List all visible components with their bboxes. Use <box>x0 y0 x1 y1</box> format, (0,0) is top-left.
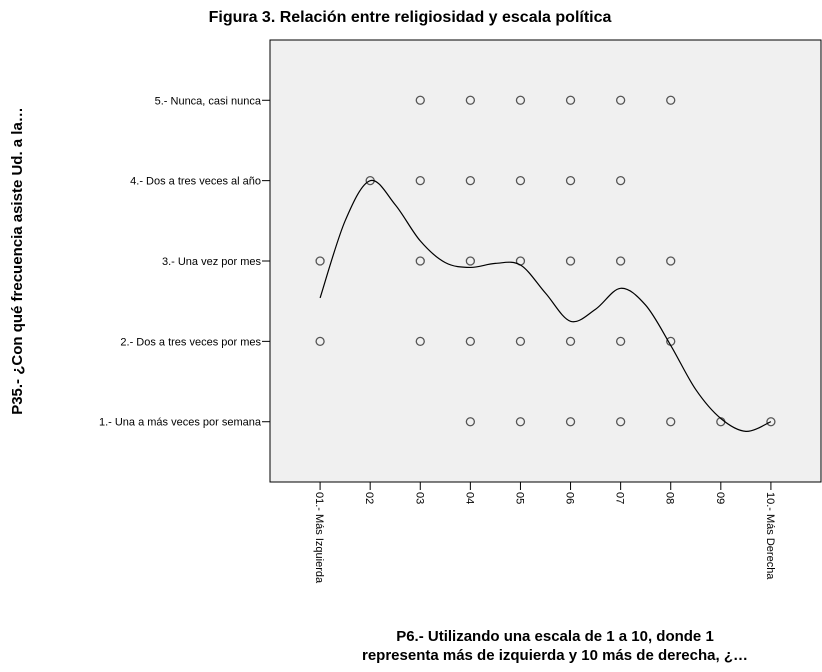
x-tick-label: 09 <box>714 492 726 504</box>
point <box>565 417 576 427</box>
point <box>415 256 425 266</box>
x-tick-label: 08 <box>664 492 676 504</box>
point <box>515 336 526 347</box>
point <box>615 417 626 427</box>
point <box>565 336 576 347</box>
x-tick-label: 02 <box>363 492 375 504</box>
y-tick-label: 2.- Dos a tres veces por mes <box>120 336 261 348</box>
point <box>565 256 576 266</box>
point <box>666 417 676 427</box>
y-tick-label: 1.- Una a más veces por semana <box>99 417 262 429</box>
point <box>565 175 576 186</box>
chart-title: Figura 3. Relación entre religiosidad y … <box>209 9 612 26</box>
y-tick-label: 4.- Dos a tres veces al año <box>130 176 261 188</box>
point <box>415 95 425 105</box>
point <box>515 175 526 186</box>
point <box>415 336 425 347</box>
x-tick-label: 05 <box>513 492 525 504</box>
x-tick-label: 10.- Más Derecha <box>764 492 776 580</box>
point <box>615 95 626 105</box>
y-tick-label: 5.- Nunca, casi nunca <box>155 95 262 107</box>
point <box>565 95 576 105</box>
point <box>315 256 325 266</box>
point <box>766 417 776 427</box>
x-axis-label: representa más de izquierda y 10 más de … <box>362 647 748 664</box>
point <box>465 256 476 266</box>
point <box>515 95 526 105</box>
y-tick-label: 3.- Una vez por mes <box>162 256 262 268</box>
point <box>315 336 325 347</box>
point <box>615 336 626 347</box>
point <box>615 175 626 186</box>
point <box>515 417 526 427</box>
x-tick-label: 07 <box>614 492 626 504</box>
point <box>666 95 676 105</box>
plot-area <box>269 39 822 483</box>
x-tick-label: 06 <box>564 492 576 504</box>
point <box>615 256 626 266</box>
point <box>465 417 476 427</box>
x-tick-label: 01.- Más Izquierda <box>313 492 325 584</box>
y-axis-label: P35.- ¿Con qué frecuencia asiste Ud. a l… <box>9 107 26 415</box>
x-tick-label: 04 <box>463 492 475 504</box>
point <box>465 336 476 347</box>
x-tick-label: 03 <box>413 492 425 504</box>
point <box>666 256 676 266</box>
fit-line <box>319 179 772 432</box>
x-axis-label: P6.- Utilizando una escala de 1 a 10, do… <box>396 628 714 645</box>
point <box>465 95 476 105</box>
point <box>465 175 476 186</box>
point <box>415 175 425 186</box>
